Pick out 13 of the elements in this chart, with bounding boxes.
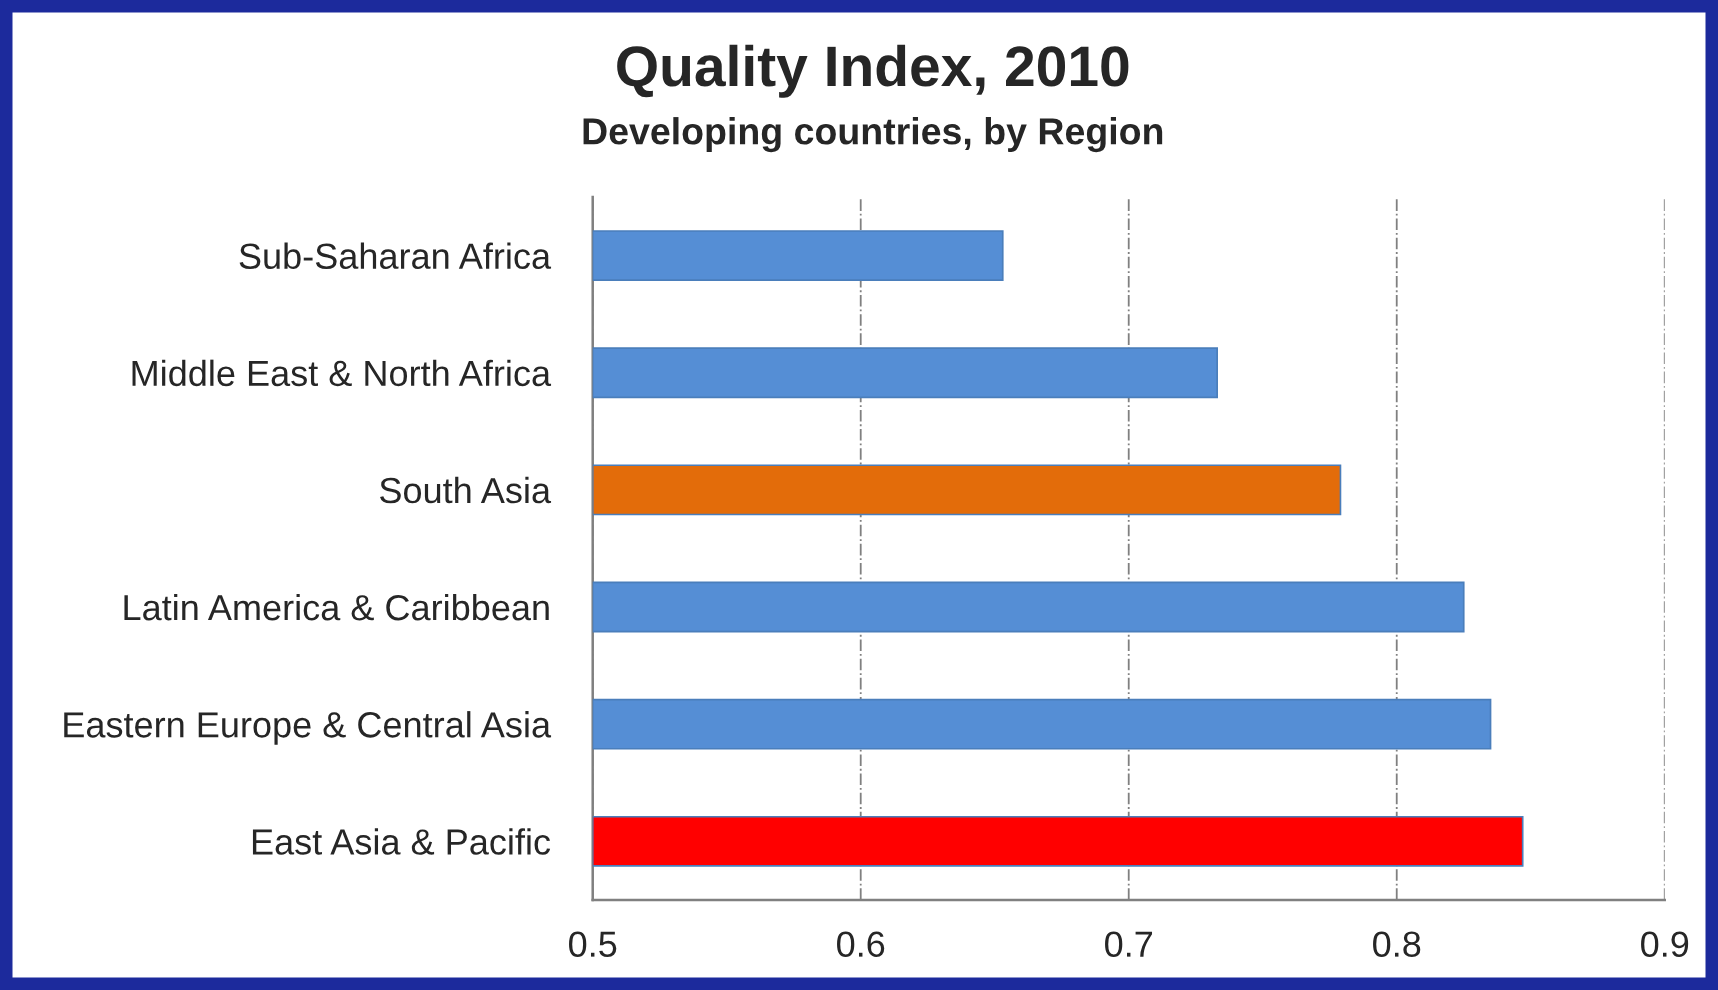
- chart-title: Quality Index, 2010: [617, 44, 1129, 98]
- x-tick-label: 0.9: [1641, 931, 1689, 957]
- chart-subtitle: Developing countries, by Region: [583, 117, 1163, 153]
- y-tick-label: East Asia & Pacific: [252, 828, 551, 855]
- y-tick-label: Eastern Europe & Central Asia: [64, 711, 552, 745]
- y-tick-label: Latin America & Caribbean: [124, 593, 549, 621]
- y-tick-label: South Asia: [380, 476, 552, 504]
- x-tick-label: 0.5: [569, 931, 617, 957]
- x-tick-label: 0.7: [1105, 931, 1153, 957]
- x-tick-label: 0.8: [1373, 931, 1421, 957]
- x-tick-label: 0.6: [837, 931, 885, 957]
- y-tick-label: Middle East & North Africa: [132, 359, 552, 387]
- y-tick-label: Sub-Saharan Africa: [239, 242, 552, 270]
